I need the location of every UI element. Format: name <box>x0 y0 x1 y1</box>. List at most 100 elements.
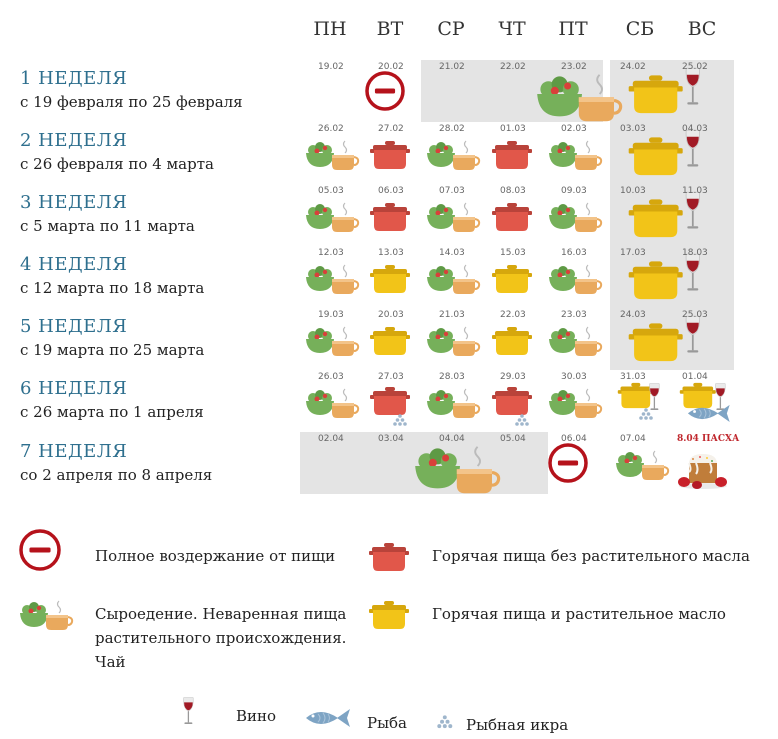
day-header-2: СР <box>437 18 465 40</box>
legend-icon <box>18 528 62 576</box>
fish-icon <box>687 404 730 422</box>
date-label: 19.02 <box>318 62 344 72</box>
meal-icon <box>425 200 481 238</box>
date-label: 16.03 <box>561 248 587 258</box>
meal-icon <box>368 386 412 426</box>
day-cell: 29.03 <box>482 370 542 430</box>
day-cell: 19.02 <box>300 60 360 120</box>
meal-icon <box>626 253 700 305</box>
date-label: 22.02 <box>500 62 526 72</box>
pot-yellow-icon <box>679 382 716 409</box>
salad-tea-icon <box>20 600 74 630</box>
pot-red-icon <box>370 141 410 169</box>
meal-icon <box>425 386 481 424</box>
fish-roe-icon <box>393 414 407 426</box>
pot-yellow-icon <box>628 75 683 114</box>
legend-label: Горячая пища без растительного масла <box>432 547 750 565</box>
day-cell: 16.03 <box>543 246 603 306</box>
week-title: 2 НЕДЕЛЯ <box>20 130 128 151</box>
date-label: 04.04 <box>439 434 465 444</box>
day-header-4: ПТ <box>558 18 588 40</box>
day-cell: 24.03 <box>610 308 670 368</box>
abstain-icon <box>548 443 588 483</box>
date-label: 24.03 <box>620 310 646 320</box>
date-label: 11.03 <box>682 186 708 196</box>
wine-glass-icon <box>649 383 660 410</box>
pot-yellow-icon <box>370 265 410 293</box>
salad-tea-icon <box>549 264 603 294</box>
salad-tea-icon <box>306 264 360 294</box>
day-cell: 02.03 <box>543 122 603 182</box>
date-label: 27.02 <box>378 124 404 134</box>
legend-label: Рыба <box>367 714 408 732</box>
pot-yellow-icon <box>492 265 532 293</box>
day-header-5: СБ <box>625 18 655 40</box>
abstain-icon <box>19 529 61 571</box>
day-cell: 07.04 <box>610 432 670 492</box>
week-date-range: с 12 марта по 18 марта <box>20 279 205 297</box>
meal-icon <box>368 326 412 360</box>
week-title: 5 НЕДЕЛЯ <box>20 316 128 337</box>
date-label: 26.03 <box>318 372 344 382</box>
date-label: 18.03 <box>682 248 708 258</box>
week-title: 7 НЕДЕЛЯ <box>20 441 128 462</box>
day-cell: 21.03 <box>421 308 481 368</box>
meal-icon <box>626 67 700 119</box>
pot-red-icon <box>370 203 410 231</box>
day-cell: 23.02 <box>543 60 603 120</box>
week-title: 1 НЕДЕЛЯ <box>20 68 128 89</box>
pot-yellow-icon <box>369 601 409 629</box>
date-label: 17.03 <box>620 248 646 258</box>
date-label: 30.03 <box>561 372 587 382</box>
date-label: 21.03 <box>439 310 465 320</box>
date-label: 04.03 <box>682 124 708 134</box>
day-cell: 09.03 <box>543 184 603 244</box>
day-cell: 28.03 <box>421 370 481 430</box>
day-cell: 04.04 <box>421 432 481 492</box>
day-cell: 03.03 <box>610 122 670 182</box>
legend-label: Сыроедение. Неваренная пища <box>95 605 347 623</box>
meal-icon <box>626 315 700 367</box>
day-cell: 02.04 <box>300 432 360 492</box>
date-label: 14.03 <box>439 248 465 258</box>
date-label: 24.02 <box>620 62 646 72</box>
legend-icon <box>182 696 195 730</box>
day-cell: 12.03 <box>300 246 360 306</box>
date-label: 28.02 <box>439 124 465 134</box>
legend-icon <box>18 598 74 636</box>
date-label: 02.03 <box>561 124 587 134</box>
meal-icon <box>364 70 406 116</box>
day-cell: 11.03 <box>672 184 732 244</box>
day-cell: 14.03 <box>421 246 481 306</box>
meal-icon <box>547 262 603 300</box>
pot-red-icon <box>492 387 532 415</box>
salad-tea-icon <box>306 388 360 418</box>
legend-icon <box>367 600 411 634</box>
fish-roe-icon <box>437 715 453 729</box>
pot-yellow-icon <box>628 199 683 238</box>
date-label: 22.03 <box>500 310 526 320</box>
pot-yellow-icon <box>628 261 683 300</box>
legend-label: Полное воздержание от пищи <box>95 547 336 565</box>
meal-icon <box>616 382 660 420</box>
meal-icon <box>547 442 589 488</box>
meal-icon <box>368 264 412 298</box>
date-label: 02.04 <box>318 434 344 444</box>
legend-label: Горячая пища и растительное масло <box>432 605 726 623</box>
meal-icon <box>547 386 603 424</box>
week-date-range: с 19 марта по 25 марта <box>20 341 205 359</box>
salad-tea-icon <box>306 140 360 170</box>
date-label: 07.03 <box>439 186 465 196</box>
date-label: 23.03 <box>561 310 587 320</box>
meal-icon <box>490 202 534 236</box>
pot-yellow-icon <box>617 382 654 409</box>
legend-icon <box>367 542 411 576</box>
meal-icon <box>490 264 534 298</box>
week-title: 6 НЕДЕЛЯ <box>20 378 128 399</box>
date-label: 07.04 <box>620 434 646 444</box>
meal-icon <box>547 138 603 176</box>
meal-icon <box>368 202 412 236</box>
salad-tea-icon <box>306 202 360 232</box>
date-label: 21.02 <box>439 62 465 72</box>
meal-icon <box>626 129 700 181</box>
